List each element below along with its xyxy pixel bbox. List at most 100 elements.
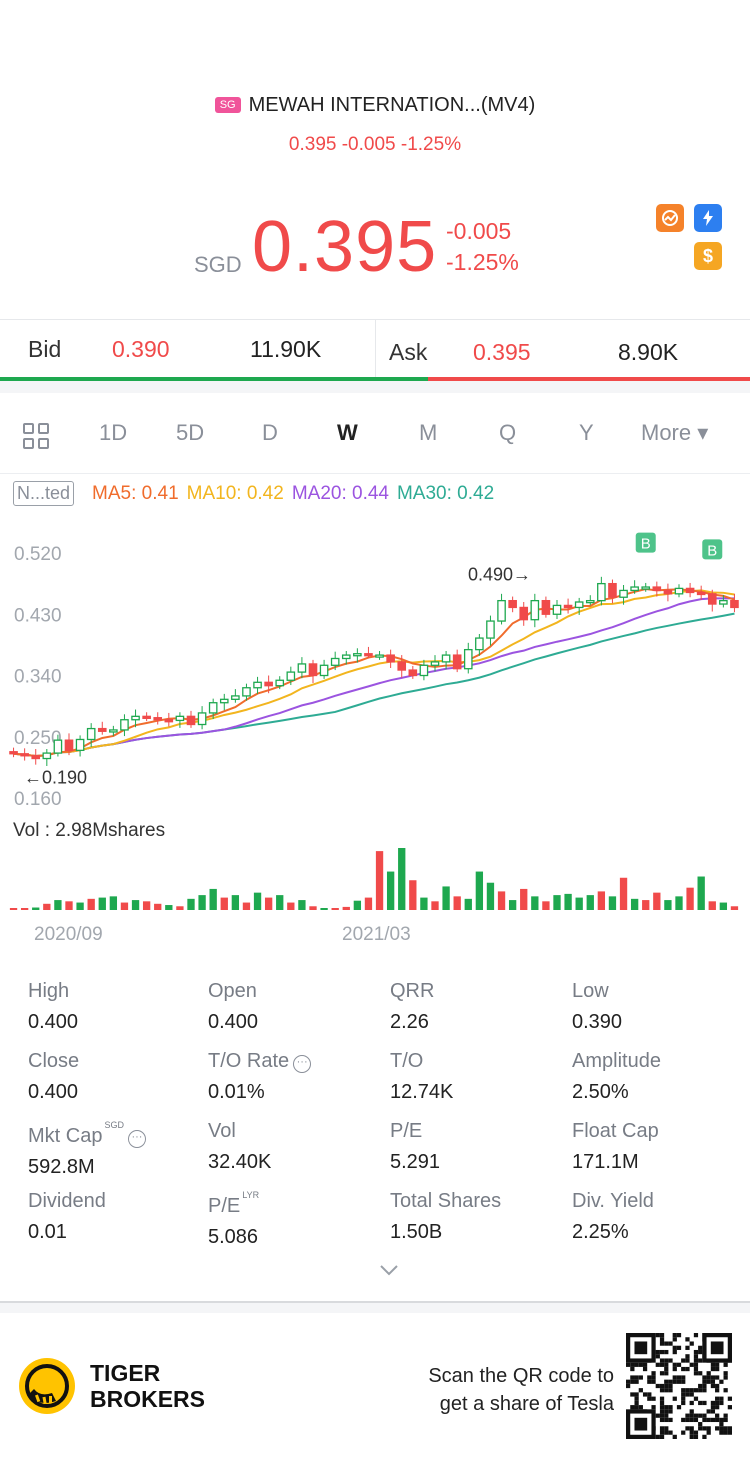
volume-bar: [708, 901, 716, 910]
adjust-toggle[interactable]: N...ted: [13, 481, 75, 506]
ma5-line: [13, 588, 735, 758]
volume-bar: [264, 897, 273, 910]
info-icon[interactable]: ···: [127, 1130, 146, 1148]
stat-label: Mkt Cap SGD···: [28, 1120, 146, 1148]
volume-bar: [231, 895, 240, 910]
candle-body: [286, 671, 296, 681]
volume-bar: [32, 907, 40, 910]
kline-chart[interactable]: 0.520 0.430 0.340 0.250 0.160 0.490→ ←0.190 B B V…: [0, 530, 750, 950]
dollar-icon[interactable]: $: [694, 242, 722, 270]
stat-label: Low: [572, 980, 609, 1002]
candle-body: [186, 715, 196, 726]
candle-body: [608, 582, 617, 598]
candle-body: [574, 601, 584, 609]
last-price: 0.395: [252, 207, 438, 287]
volume-bar: [120, 902, 129, 910]
candle-body: [486, 620, 495, 639]
high-label: 0.490→: [468, 564, 531, 584]
volume-bar: [619, 877, 628, 910]
volume-bar: [420, 897, 428, 910]
volume-bar: [353, 900, 362, 910]
candle-body: [164, 719, 174, 723]
lightning-icon[interactable]: [694, 204, 722, 232]
stat-value: 0.400: [28, 1011, 79, 1033]
volume-bar: [209, 888, 217, 910]
volume-bar: [386, 871, 395, 910]
brand-line-2: BROKERS: [90, 1386, 206, 1412]
volume-bar: [442, 886, 450, 910]
candle-body: [330, 657, 340, 666]
volume-bar: [497, 891, 506, 910]
tab-1d[interactable]: 1D: [99, 420, 128, 445]
layout-grid-icon[interactable]: [22, 422, 50, 456]
currency-label: SGD: [194, 252, 242, 277]
volume-bar: [564, 893, 572, 910]
stat-item: P/E LYR 5.086: [208, 1190, 259, 1249]
volume-bar: [98, 897, 106, 910]
buy-marker: [635, 532, 656, 553]
stat-value: 12.74K: [390, 1081, 454, 1103]
stat-label: Dividend: [28, 1190, 106, 1212]
stat-label: Float Cap: [572, 1120, 659, 1142]
candle-body: [597, 582, 606, 602]
volume-bar: [730, 906, 739, 910]
stat-item: P/E 5.291: [390, 1120, 440, 1174]
divider: [0, 473, 750, 474]
info-icon[interactable]: ···: [293, 1055, 312, 1073]
stock-name: MEWAH INTERNATION...(MV4): [248, 94, 536, 116]
stat-label: T/O: [390, 1050, 424, 1072]
volume-bar: [76, 902, 84, 910]
volume-bar: [298, 900, 306, 910]
candle-body: [719, 599, 728, 605]
tab-more[interactable]: More ▾: [641, 420, 709, 445]
chart-icon[interactable]: [656, 204, 684, 232]
tab-5d[interactable]: 5D: [176, 420, 205, 445]
stat-value: 0.390: [572, 1011, 623, 1033]
volume-bar: [65, 901, 73, 910]
stat-item: T/O Rate ··· 0.01%: [208, 1050, 312, 1104]
volume-bar: [364, 897, 373, 910]
x-tick-label: 2021/03: [342, 924, 411, 945]
volume-bar: [198, 895, 206, 910]
tab-w[interactable]: W: [337, 420, 358, 445]
volume-bar: [409, 880, 417, 910]
stat-value: 32.40K: [208, 1151, 272, 1173]
stat-superscript: LYR: [242, 1190, 260, 1200]
volume-label: Vol : 2.98Mshares: [13, 820, 165, 841]
tab-q[interactable]: Q: [499, 420, 517, 445]
candle-body: [75, 738, 85, 752]
tiger-logo-icon: [18, 1357, 76, 1415]
stat-value: 171.1M: [572, 1151, 639, 1173]
volume-bar: [54, 900, 62, 910]
chevron-down-icon[interactable]: [376, 1262, 402, 1283]
volume-bar: [242, 902, 251, 910]
candle-body: [674, 587, 684, 595]
volume-bar: [165, 905, 173, 910]
candle-body: [630, 586, 639, 592]
y-tick-label: 0.340: [14, 667, 62, 688]
candle-body: [541, 599, 551, 615]
ask-label: Ask: [389, 339, 428, 365]
volume-bar: [320, 908, 328, 910]
candle-body: [452, 654, 462, 670]
candle-body: [319, 664, 329, 677]
candle-body: [264, 681, 273, 687]
volume-bar: [686, 887, 694, 910]
candle-body: [153, 717, 163, 721]
volume-bar: [520, 888, 528, 910]
tab-m[interactable]: M: [419, 420, 438, 445]
ma20-label: MA20: 0.44: [291, 483, 389, 504]
change-value: -0.005: [446, 218, 512, 244]
stat-item: T/O 12.74K: [390, 1050, 453, 1104]
tab-y[interactable]: Y: [579, 420, 594, 445]
tab-d[interactable]: D: [262, 420, 278, 445]
volume-bar: [486, 882, 495, 910]
candle-body: [208, 702, 218, 714]
stat-item: Dividend 0.01: [28, 1190, 106, 1244]
stat-item: Amplitude 2.50%: [572, 1050, 661, 1104]
candle-body: [530, 599, 540, 621]
ma30-label: MA30: 0.42: [396, 483, 495, 504]
volume-bar: [664, 900, 672, 910]
candle-body: [231, 695, 240, 700]
bid-ratio-bar: [0, 377, 429, 381]
